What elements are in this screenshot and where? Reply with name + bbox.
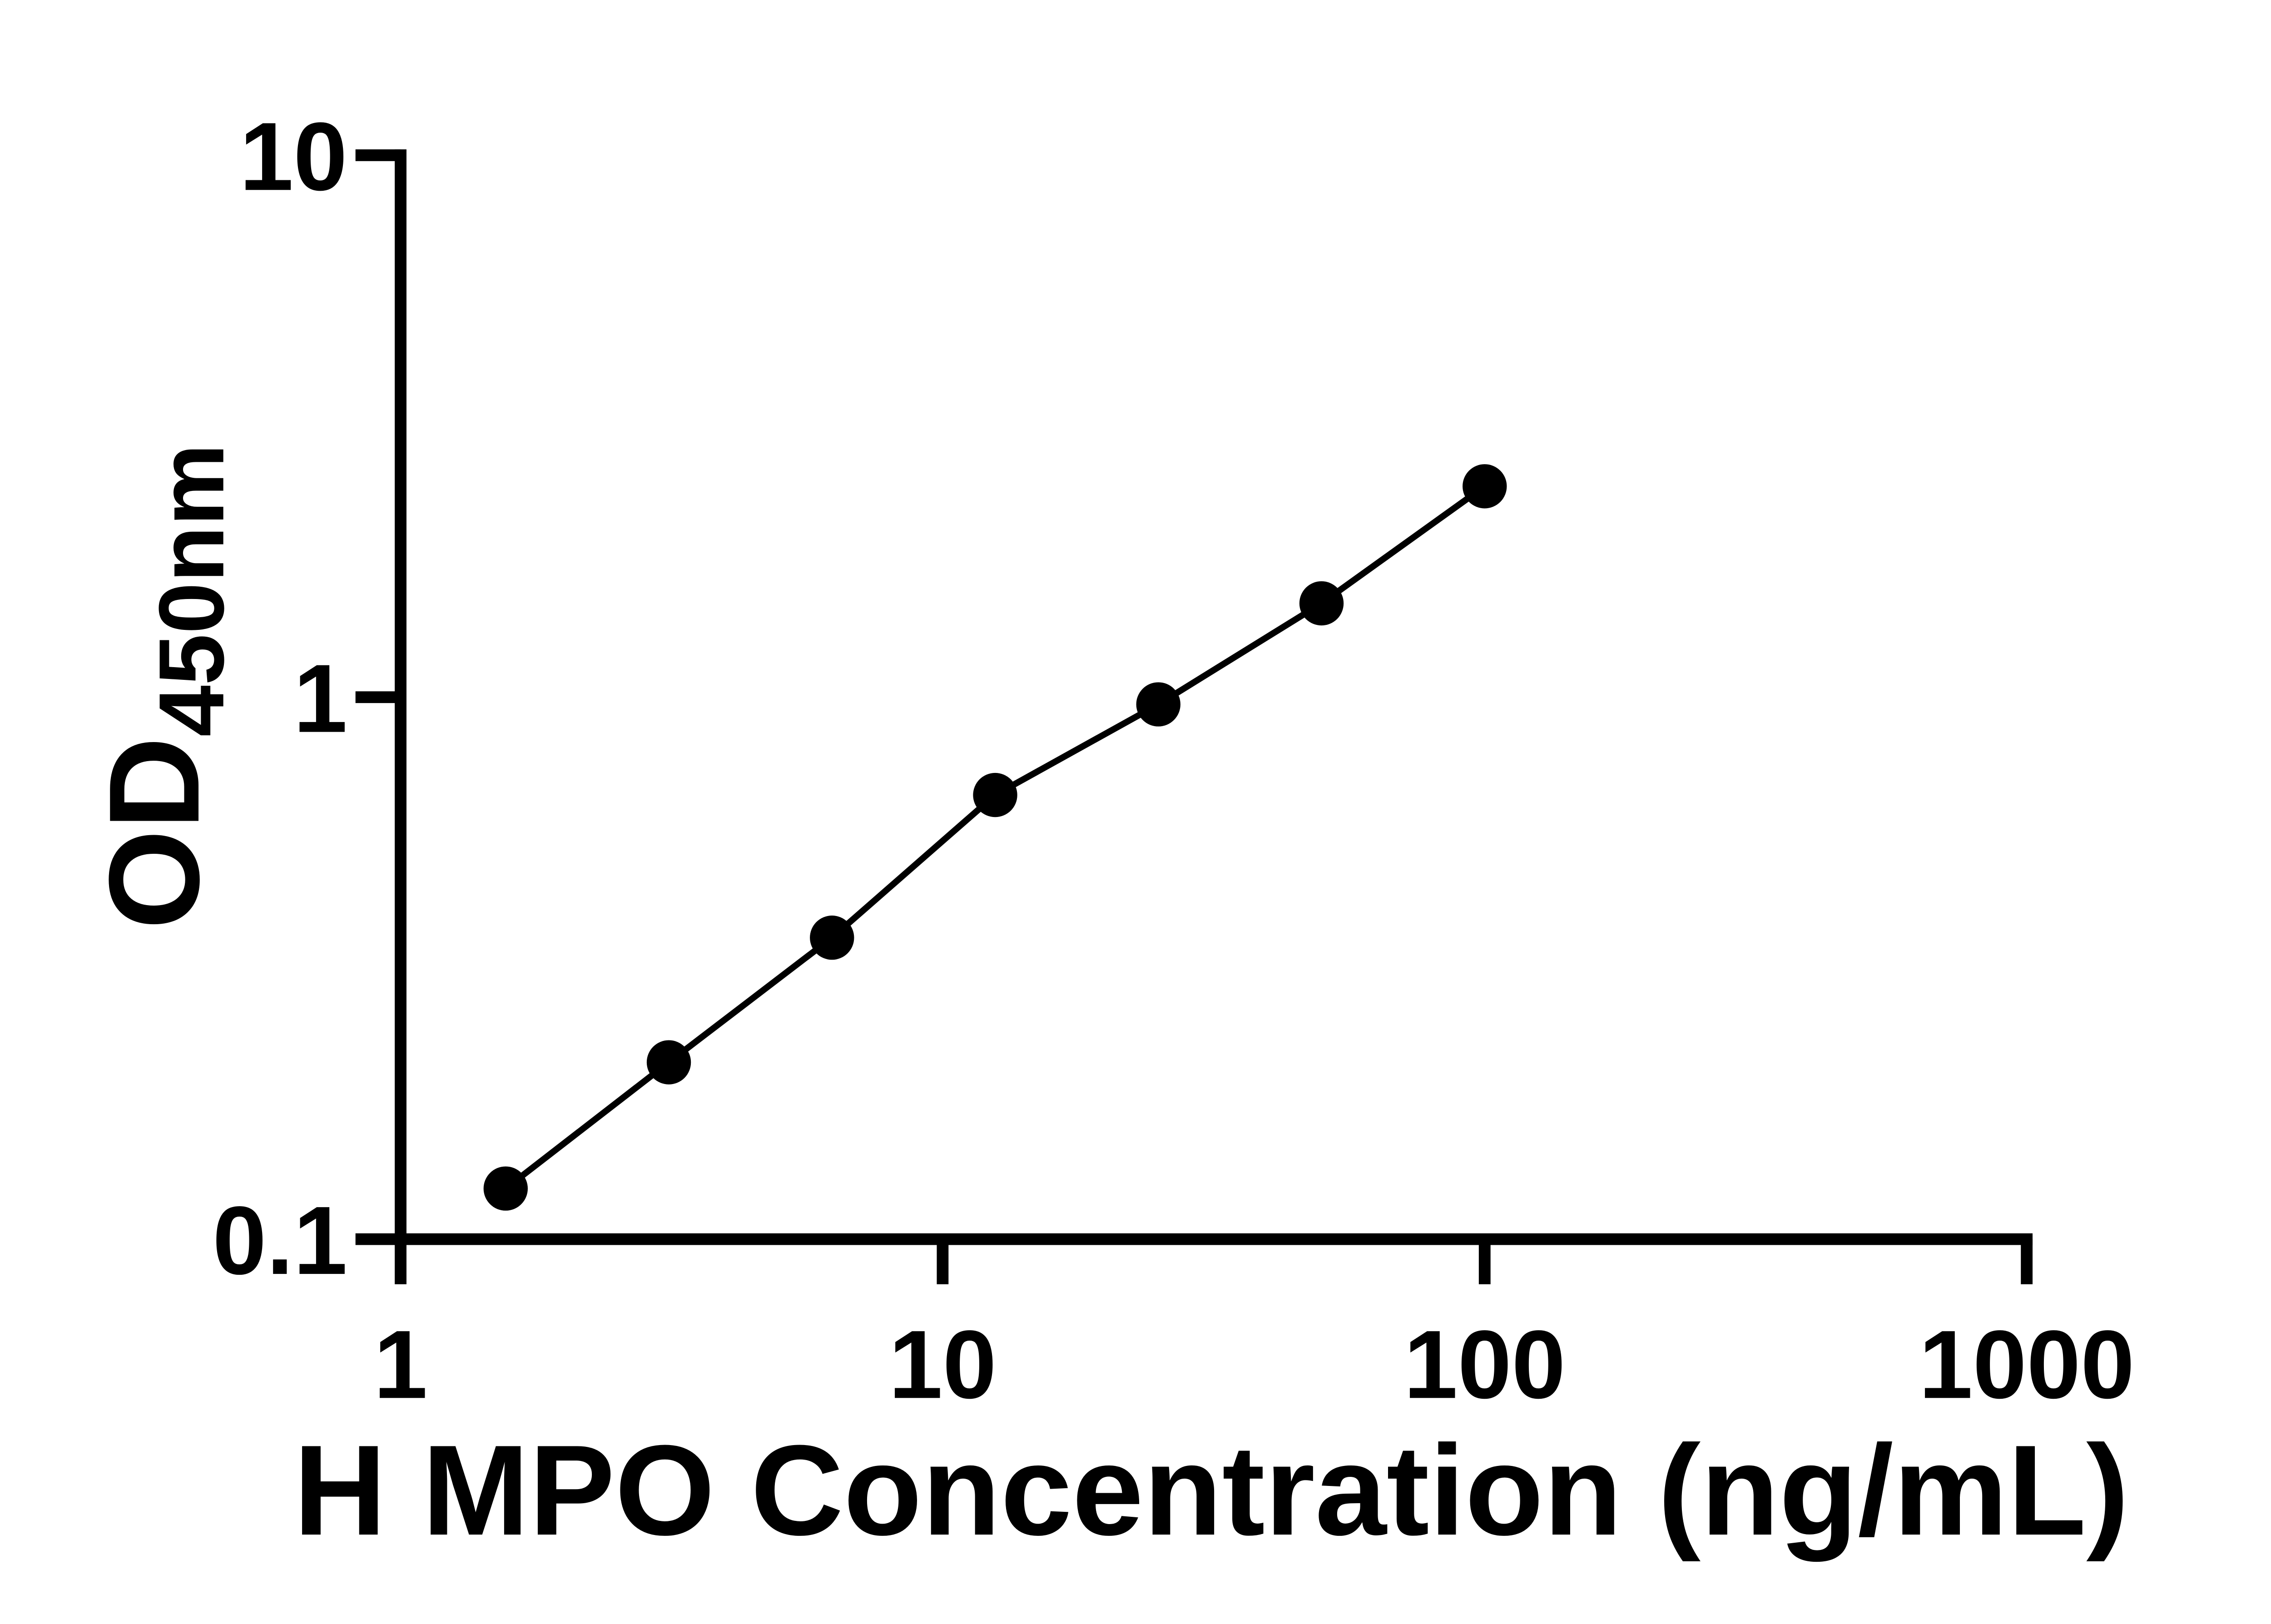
y-tick-label: 10 (239, 103, 347, 211)
data-point (1136, 682, 1180, 727)
plot-layer (483, 464, 1507, 1211)
y-axis-title-main: OD (82, 737, 226, 930)
data-point (1299, 581, 1344, 626)
y-tick-label: 1 (293, 645, 347, 753)
x-tick-label: 1000 (1919, 1311, 2135, 1419)
data-point (1463, 464, 1507, 509)
x-tick-label: 100 (1404, 1311, 1566, 1419)
data-point (810, 916, 854, 960)
data-point (483, 1166, 528, 1211)
data-point (973, 772, 1017, 817)
data-point (646, 1040, 691, 1084)
x-tick-label: 1 (374, 1311, 428, 1419)
x-tick-label: 10 (889, 1311, 997, 1419)
y-axis-title-subscript: 450nm (140, 444, 243, 737)
x-axis-title: H MPO Concentration (ng/mL) (293, 1418, 2129, 1563)
y-axis-title: OD450nm (82, 444, 243, 930)
y-tick-label: 0.1 (213, 1187, 347, 1295)
